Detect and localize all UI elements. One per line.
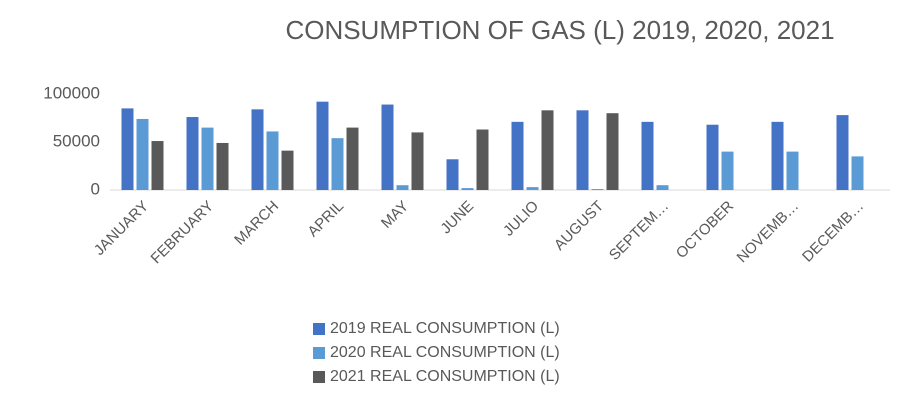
bar [396, 185, 409, 190]
bar [591, 189, 604, 190]
x-tick-label: FEBRUARY [148, 198, 218, 268]
x-tick-label: MAY [378, 198, 412, 232]
bar [641, 121, 654, 190]
bar [771, 121, 784, 190]
bar [851, 156, 864, 190]
bar [316, 101, 329, 190]
bar [201, 127, 214, 190]
bar [346, 127, 359, 190]
bar [446, 159, 459, 190]
y-tick-label: 0 [91, 179, 100, 198]
x-tick-label: MARCH [231, 198, 282, 249]
bar [721, 151, 734, 190]
bar [136, 118, 149, 190]
legend-swatch [313, 347, 325, 359]
x-tick-label: AUGUST [551, 198, 607, 254]
bar [216, 142, 229, 190]
legend-label: 2020 REAL CONSUMPTION (L) [330, 344, 560, 361]
x-tick-label: JANUARY [91, 198, 152, 259]
bar [476, 129, 489, 190]
bar [331, 138, 344, 190]
legend-label: 2019 REAL CONSUMPTION (L) [330, 320, 560, 337]
legend-label: 2021 REAL CONSUMPTION (L) [330, 368, 560, 385]
bar [576, 110, 589, 190]
bar [526, 187, 539, 190]
y-tick-label: 100000 [43, 83, 100, 102]
x-tick-label: JUNE [437, 198, 477, 238]
bar [266, 131, 279, 190]
bar [251, 109, 264, 190]
chart-title: CONSUMPTION OF GAS (L) 2019, 2020, 2021 [285, 15, 834, 45]
x-tick-label: DECEMB… [799, 198, 867, 266]
bar [656, 185, 669, 190]
x-tick-label: APRIL [304, 198, 347, 241]
bar [121, 108, 134, 190]
x-tick-label: JULIO [500, 198, 542, 240]
bar [281, 150, 294, 190]
bar [151, 141, 164, 190]
legend-swatch [313, 323, 325, 335]
bar [541, 110, 554, 190]
x-tick-label: OCTOBER [673, 197, 737, 261]
x-tick-label: NOVEMB… [734, 198, 803, 267]
bar [836, 115, 849, 190]
bar [381, 104, 394, 190]
bar [511, 121, 524, 190]
y-tick-label: 50000 [53, 131, 100, 150]
bar [186, 117, 199, 190]
bar [606, 113, 619, 190]
bar [411, 132, 424, 190]
bar [786, 151, 799, 190]
x-tick-label: SEPTEM… [606, 198, 672, 264]
legend-swatch [313, 371, 325, 383]
bar [706, 124, 719, 190]
bar [461, 188, 474, 190]
